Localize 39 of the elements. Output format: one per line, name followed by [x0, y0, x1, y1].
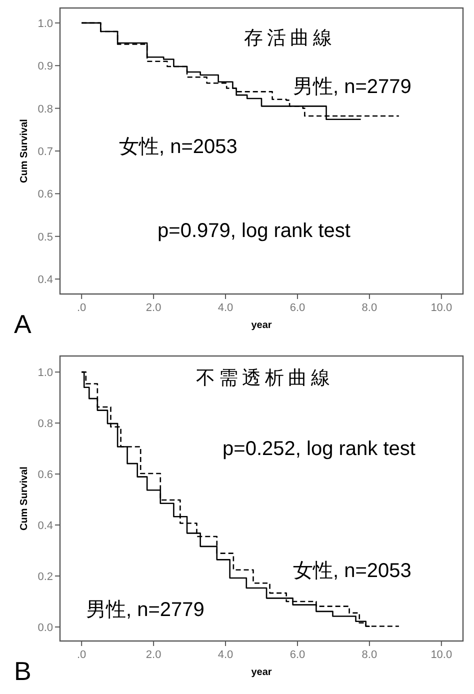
- annotation: 男性, n=2779: [86, 599, 204, 621]
- x-tick-label: 8.0: [362, 302, 378, 314]
- annotation: p=0.979, log rank test: [158, 220, 351, 242]
- y-axis-title: Cum Survival: [19, 466, 30, 530]
- y-tick-label: 0.9: [38, 60, 53, 73]
- x-axis-title: year: [251, 320, 272, 331]
- y-tick-label: 0.5: [38, 231, 53, 244]
- x-tick-label: 2.0: [146, 302, 162, 314]
- y-tick-label: 0.4: [38, 520, 53, 532]
- y-tick-label: 0.2: [38, 570, 53, 583]
- annotation: 女性, n=2053: [293, 560, 412, 582]
- x-tick-label: 2.0: [146, 649, 162, 661]
- x-tick-label: 4.0: [218, 302, 234, 314]
- x-tick-label: 4.0: [218, 649, 234, 661]
- text: A: [14, 309, 32, 339]
- y-tick-label: 0.6: [38, 188, 53, 201]
- y-tick-label: 1.0: [38, 18, 53, 30]
- y-tick-label: 0.8: [38, 418, 53, 430]
- text: 存活曲線: [244, 28, 336, 49]
- y-tick-label: 0.0: [38, 622, 53, 634]
- annotation: p=0.252, log rank test: [222, 438, 416, 460]
- x-tick-label: .0: [76, 302, 86, 314]
- x-tick-label: 6.0: [290, 302, 306, 314]
- x-tick-label: 6.0: [290, 649, 306, 661]
- text: B: [14, 656, 32, 686]
- y-tick-label: 0.8: [38, 103, 53, 116]
- y-tick-label: 0.7: [38, 146, 53, 158]
- y-tick-label: 1.0: [38, 367, 53, 380]
- annotation: 男性, n=2779: [293, 76, 412, 98]
- x-tick-label: 10.0: [430, 302, 452, 314]
- x-axis-title: year: [251, 667, 272, 678]
- y-tick-label: 0.4: [38, 274, 53, 286]
- text: 不需透析曲線: [196, 368, 334, 389]
- x-tick-label: .0: [76, 649, 86, 661]
- annotation: 女性, n=2053: [119, 136, 238, 158]
- x-tick-label: 10.0: [430, 649, 452, 661]
- y-axis-title: Cum Survival: [19, 118, 30, 183]
- y-tick-label: 0.6: [38, 469, 53, 482]
- x-tick-label: 8.0: [362, 649, 378, 661]
